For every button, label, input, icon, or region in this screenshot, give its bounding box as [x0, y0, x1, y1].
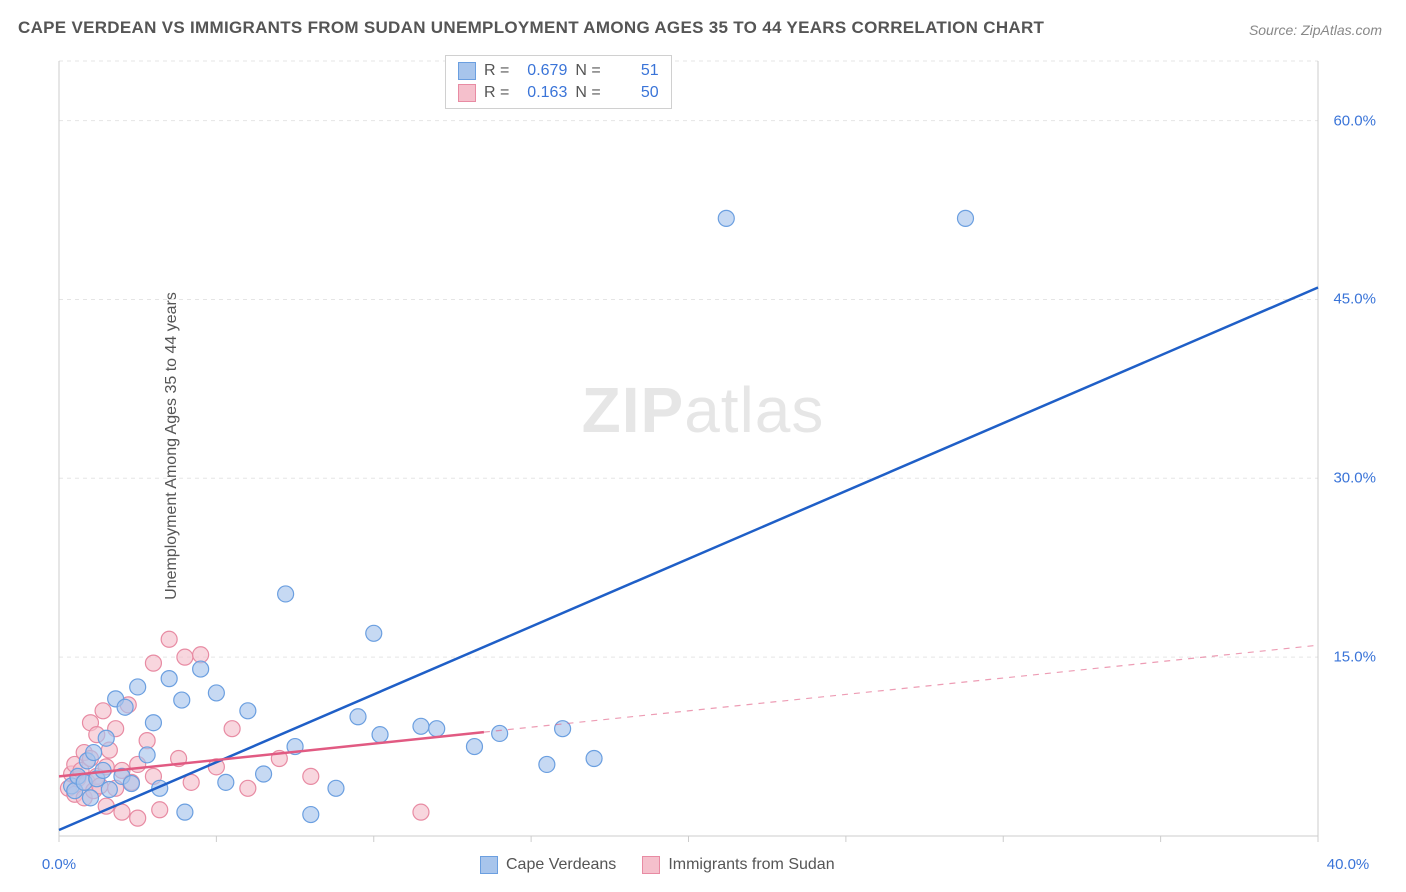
n-value-1: 51	[609, 62, 659, 80]
chart-svg	[55, 55, 1388, 850]
plot-area	[55, 55, 1388, 850]
axis-tick-label: 60.0%	[1333, 112, 1376, 129]
r-label: R =	[484, 84, 509, 102]
axis-tick-label: 45.0%	[1333, 291, 1376, 308]
source-label: Source: ZipAtlas.com	[1249, 22, 1382, 38]
r-label: R =	[484, 62, 509, 80]
n-value-2: 50	[609, 84, 659, 102]
axis-tick-label: 0.0%	[42, 856, 76, 873]
axis-tick-label: 40.0%	[1327, 856, 1370, 873]
legend-stats-row-1: R = 0.679 N = 51	[446, 60, 671, 82]
swatch-series-2	[458, 84, 476, 102]
legend-stats-box: R = 0.679 N = 51 R = 0.163 N = 50	[445, 55, 672, 109]
axis-tick-label: 15.0%	[1333, 649, 1376, 666]
r-value-1: 0.679	[517, 62, 567, 80]
n-label: N =	[575, 62, 600, 80]
legend-label-2: Immigrants from Sudan	[668, 856, 834, 874]
swatch-icon	[480, 856, 498, 874]
n-label: N =	[575, 84, 600, 102]
legend-item-1: Cape Verdeans	[480, 856, 616, 874]
swatch-icon	[642, 856, 660, 874]
bottom-legend: Cape Verdeans Immigrants from Sudan	[480, 856, 835, 874]
axis-tick-label: 30.0%	[1333, 470, 1376, 487]
swatch-series-1	[458, 62, 476, 80]
chart-title: CAPE VERDEAN VS IMMIGRANTS FROM SUDAN UN…	[18, 18, 1044, 38]
legend-stats-row-2: R = 0.163 N = 50	[446, 82, 671, 104]
legend-label-1: Cape Verdeans	[506, 856, 616, 874]
r-value-2: 0.163	[517, 84, 567, 102]
legend-item-2: Immigrants from Sudan	[642, 856, 834, 874]
